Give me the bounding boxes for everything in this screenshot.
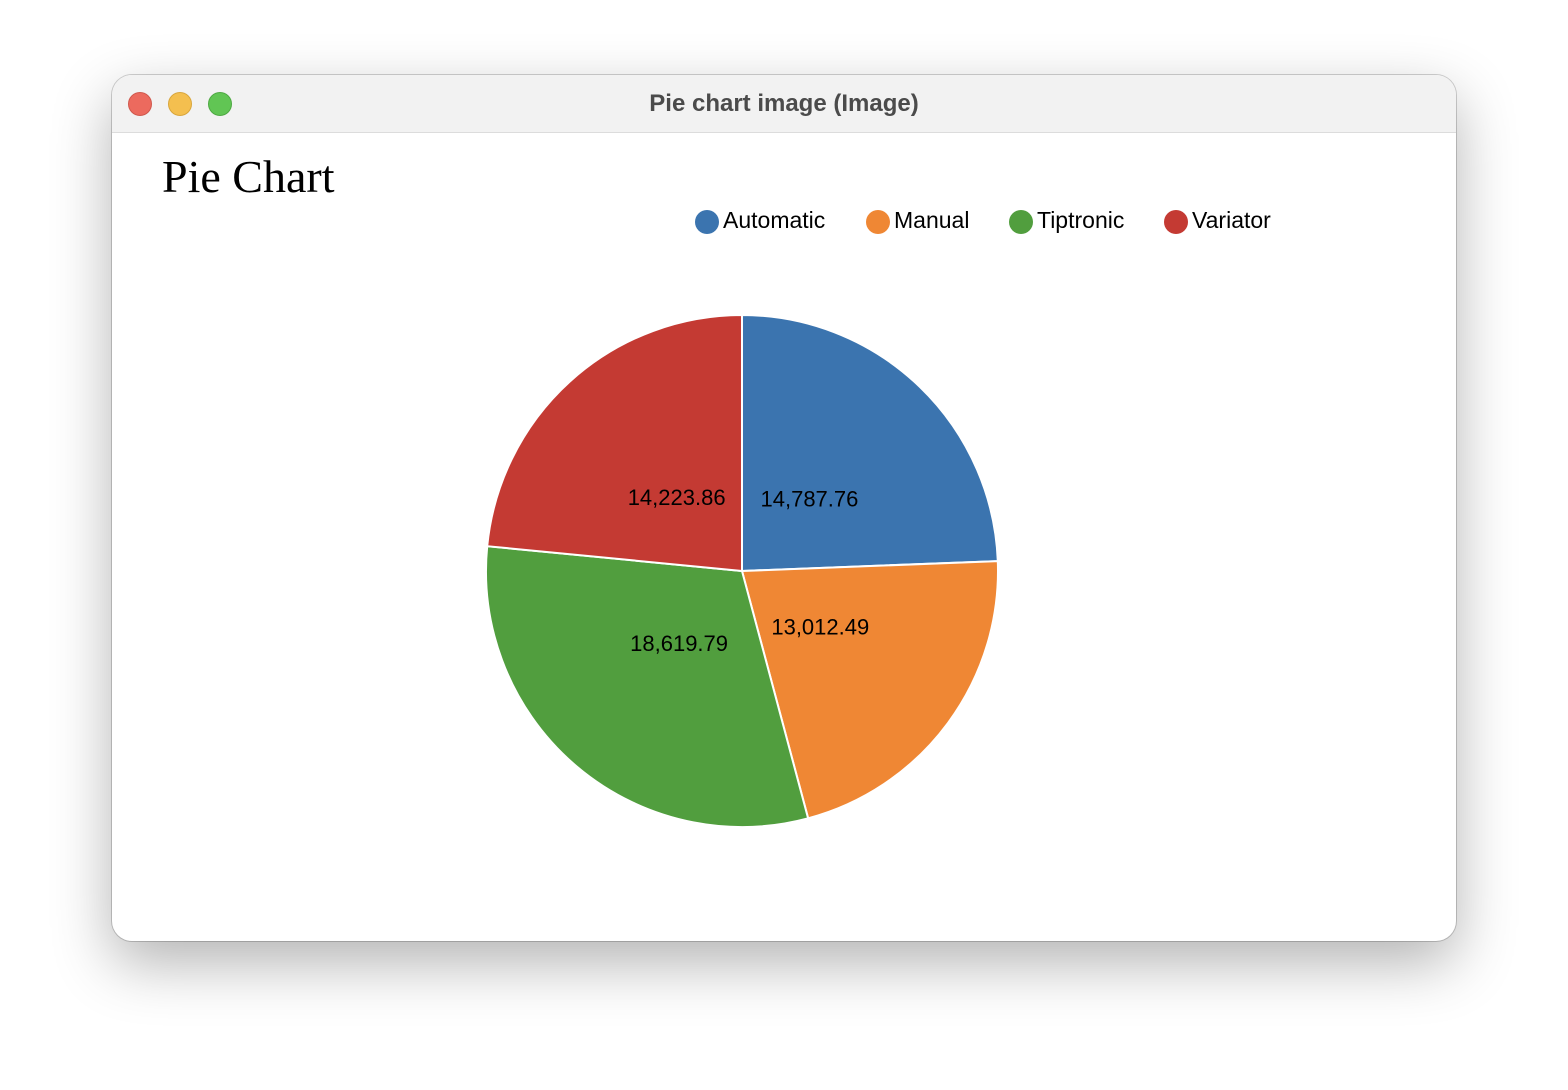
window-title: Pie chart image (Image) [649,90,919,117]
app-window: Pie chart image (Image) Pie Chart Automa… [112,75,1456,941]
pie-slice-tiptronic [485,545,810,828]
slice-label-automatic: 14,787.76 [761,487,859,512]
pie-slices [485,313,999,828]
legend-swatch-manual [866,210,890,234]
legend-swatch-tiptronic [1009,210,1033,234]
legend-swatch-automatic [695,210,719,234]
chart-area: Pie Chart Automatic Manual Tiptronic Variat… [112,133,1456,941]
legend-item-variator: Variator [1164,207,1271,234]
legend-label-manual: Manual [894,207,969,233]
zoom-window-button[interactable] [208,92,232,116]
legend-label-tiptronic: Tiptronic [1037,207,1124,233]
legend-item-manual: Manual [866,207,969,234]
legend-swatch-variator [1164,210,1188,234]
slice-labels: 14,787.76 13,012.49 18,619.79 14,223.86 [628,485,870,656]
pie-slice-automatic [741,313,999,573]
pie-slice-variator [486,313,743,573]
pie-chart: Automatic Manual Tiptronic Variator 14,787.… [485,207,1271,828]
minimize-window-button[interactable] [168,92,192,116]
legend-label-variator: Variator [1192,207,1271,233]
legend: Automatic Manual Tiptronic Variator [695,207,1271,234]
close-window-button[interactable] [128,92,152,116]
legend-item-tiptronic: Tiptronic [1009,207,1124,234]
slice-label-variator: 14,223.86 [628,485,726,510]
legend-item-automatic: Automatic [695,207,825,234]
title-bar: Pie chart image (Image) [112,75,1456,133]
slice-label-tiptronic: 18,619.79 [630,631,728,656]
slice-label-manual: 13,012.49 [771,615,869,640]
legend-label-automatic: Automatic [723,207,825,233]
chart-title: Pie Chart [162,151,335,202]
pie-slice-manual [740,560,999,820]
